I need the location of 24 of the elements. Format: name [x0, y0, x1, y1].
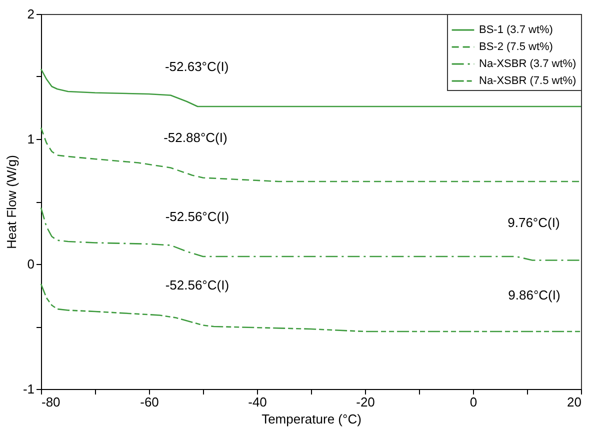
- x-tick-label: -60: [140, 394, 159, 410]
- annotation: -52.88°C(I): [164, 130, 228, 145]
- legend-label: BS-2 (7.5 wt%): [479, 41, 553, 53]
- line-series: [40, 207, 582, 261]
- x-tick-label: 0: [470, 394, 478, 410]
- y-tick-label: -1: [22, 382, 34, 396]
- y-tick-label: 1: [27, 132, 34, 146]
- line-series: [40, 127, 582, 182]
- annotation: 9.76°C(I): [508, 215, 560, 230]
- annotation: 9.86°C(I): [508, 288, 560, 302]
- y-tick-label: 2: [27, 6, 34, 22]
- x-tick-label: -80: [42, 394, 60, 410]
- y-axis-title: Heat Flow (W/g): [4, 155, 19, 249]
- x-tick-label: -40: [248, 394, 267, 410]
- x-tick-label: 20: [567, 394, 582, 410]
- x-axis-title: Temperature (°C): [262, 412, 362, 426]
- legend-label: Na-XSBR (7.5 wt%): [479, 75, 576, 87]
- legend-label: BS-1 (3.7 wt%): [479, 24, 553, 36]
- legend-label: Na-XSBR (3.7 wt%): [479, 58, 576, 70]
- annotation: -52.56°C(I): [165, 208, 230, 224]
- annotation: -52.63°C(I): [164, 58, 229, 74]
- x-tick-label: -20: [356, 394, 375, 410]
- annotation: -52.56°C(I): [165, 278, 230, 292]
- y-tick-label: 0: [27, 256, 34, 272]
